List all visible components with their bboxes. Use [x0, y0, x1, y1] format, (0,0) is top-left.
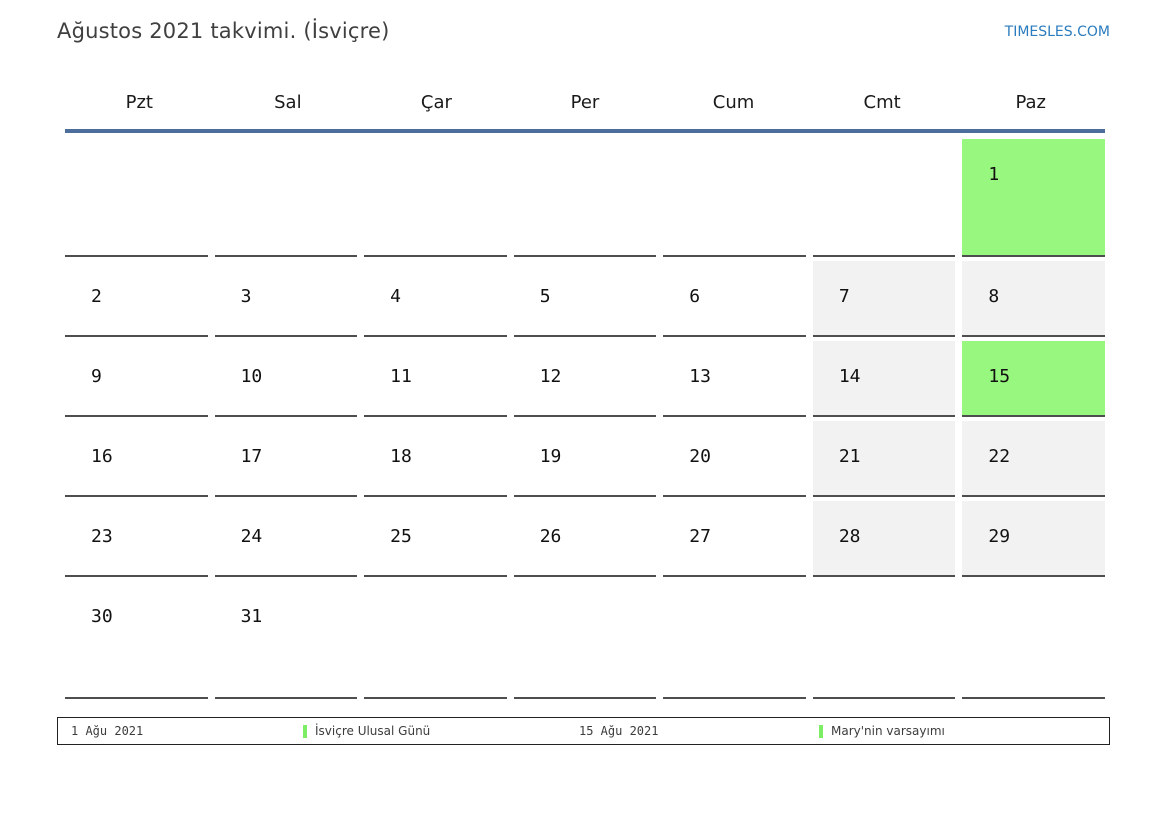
legend: 1 Ağu 2021 İsviçre Ulusal Günü 15 Ağu 20…	[57, 717, 1110, 745]
legend-label-2: Mary'nin varsayımı	[831, 724, 945, 738]
legend-item-2: Mary'nin varsayımı	[819, 724, 945, 738]
day-number: 5	[539, 286, 551, 307]
day-number: 6	[689, 286, 701, 307]
day-cell-24: 24	[214, 501, 358, 577]
day-cell-10: 10	[214, 341, 358, 417]
day-cell-17: 17	[214, 421, 358, 497]
day-cell-empty	[663, 581, 806, 699]
day-number: 24	[240, 526, 263, 547]
day-number: 12	[539, 366, 562, 387]
day-number: 31	[240, 606, 263, 627]
day-number: 18	[390, 446, 412, 467]
day-number: 22	[988, 446, 1011, 467]
day-number: 23	[91, 526, 113, 547]
calendar-grid: 1 2 3 4 5 6 7 8 9 10 11 12 13 14 15 16 17 18 19 20 21 22 23 24 2…	[65, 139, 1105, 699]
day-cell-6: 6	[663, 261, 806, 337]
day-cell-30: 30	[65, 581, 208, 699]
day-number: 11	[390, 366, 412, 387]
day-cell-11: 11	[364, 341, 507, 417]
day-cell-empty	[812, 581, 956, 699]
day-cell-21: 21	[812, 421, 956, 497]
header-divider	[65, 129, 1105, 133]
legend-date-1: 1 Ağu 2021	[71, 724, 144, 738]
weekday-header-sal: Sal	[274, 92, 302, 113]
day-cell-empty	[513, 139, 657, 257]
day-cell-16: 16	[65, 421, 208, 497]
day-number: 4	[390, 286, 401, 307]
legend-date-2: 15 Ağu 2021	[579, 724, 659, 738]
day-cell-empty	[364, 139, 507, 257]
day-cell-empty	[65, 139, 208, 257]
page-title: Ağustos 2021 takvimi. (İsviçre)	[57, 19, 390, 43]
day-cell-25: 25	[364, 501, 507, 577]
day-number: 15	[988, 366, 1011, 387]
day-cell-3: 3	[214, 261, 358, 337]
timesles-link[interactable]: TIMESLES.COM	[1004, 24, 1110, 40]
day-cell-1: 1	[962, 139, 1105, 257]
day-number: 30	[91, 606, 113, 627]
day-number: 25	[390, 526, 412, 547]
day-cell-7: 7	[812, 261, 956, 337]
day-cell-31: 31	[214, 581, 358, 699]
weekday-header-paz: Paz	[1015, 92, 1046, 113]
day-number: 2	[91, 286, 102, 307]
day-cell-empty	[513, 581, 657, 699]
day-cell-empty	[812, 139, 956, 257]
weekday-header-car: Çar	[420, 92, 452, 113]
day-number: 20	[689, 446, 711, 467]
calendar: Pzt Sal Çar Per Cum Cmt Paz 1 2 3 4 5 6 7 8 9 10 1…	[65, 76, 1105, 699]
day-number: 16	[91, 446, 113, 467]
day-number: 27	[689, 526, 711, 547]
day-cell-29: 29	[962, 501, 1105, 577]
day-cell-26: 26	[513, 501, 657, 577]
day-cell-14: 14	[812, 341, 956, 417]
day-number: 19	[539, 446, 562, 467]
day-cell-empty	[663, 139, 806, 257]
day-number: 26	[539, 526, 562, 547]
day-cell-18: 18	[364, 421, 507, 497]
holiday-marker-icon	[303, 724, 307, 738]
day-cell-28: 28	[812, 501, 956, 577]
weekday-header-pzt: Pzt	[125, 92, 153, 113]
holiday-marker-icon	[819, 724, 823, 738]
day-cell-27: 27	[663, 501, 806, 577]
day-cell-13: 13	[663, 341, 806, 417]
day-number: 29	[988, 526, 1011, 547]
day-number: 10	[240, 366, 263, 387]
day-cell-empty	[214, 139, 358, 257]
day-number: 3	[240, 286, 252, 307]
day-cell-12: 12	[513, 341, 657, 417]
day-number: 28	[838, 526, 861, 547]
day-number: 17	[240, 446, 263, 467]
day-number: 9	[91, 366, 102, 387]
day-number: 21	[838, 446, 861, 467]
day-cell-empty	[364, 581, 507, 699]
day-cell-15: 15	[962, 341, 1105, 417]
day-cell-20: 20	[663, 421, 806, 497]
day-cell-2: 2	[65, 261, 208, 337]
day-cell-9: 9	[65, 341, 208, 417]
day-number: 13	[689, 366, 711, 387]
day-number: 1	[988, 164, 1000, 185]
day-number: 14	[838, 366, 861, 387]
legend-item-1: İsviçre Ulusal Günü	[303, 724, 430, 738]
day-cell-22: 22	[962, 421, 1105, 497]
weekday-header-cum: Cum	[712, 92, 755, 113]
day-cell-8: 8	[962, 261, 1105, 337]
day-cell-19: 19	[513, 421, 657, 497]
legend-label-1: İsviçre Ulusal Günü	[315, 724, 431, 738]
day-cell-5: 5	[513, 261, 657, 337]
weekday-header-cmt: Cmt	[863, 92, 901, 113]
day-cell-23: 23	[65, 501, 208, 577]
weekday-header-per: Per	[570, 92, 600, 113]
day-cell-empty	[962, 581, 1105, 699]
weekday-header-row: Pzt Sal Çar Per Cum Cmt Paz	[65, 76, 1105, 129]
day-cell-4: 4	[364, 261, 507, 337]
day-number: 8	[988, 286, 1000, 307]
day-number: 7	[838, 286, 850, 307]
